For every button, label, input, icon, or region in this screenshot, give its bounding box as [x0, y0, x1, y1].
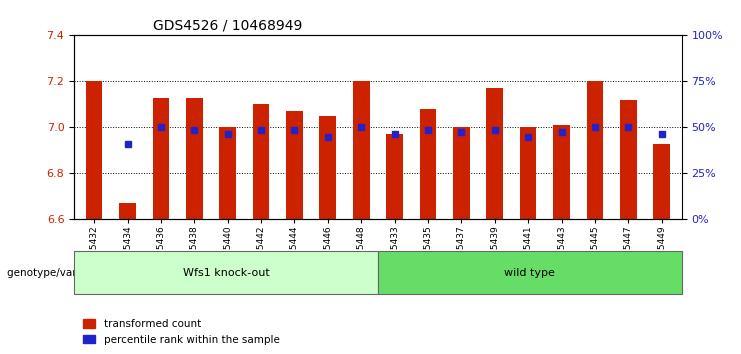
Bar — [386, 135, 403, 219]
Bar — [419, 109, 436, 219]
Text: wild type: wild type — [505, 268, 555, 278]
Bar — [319, 116, 336, 219]
Bar — [86, 81, 102, 219]
Bar — [186, 98, 202, 219]
Text: genotype/variation ▶: genotype/variation ▶ — [7, 268, 118, 278]
Bar — [620, 100, 637, 219]
Bar — [654, 144, 670, 219]
Text: Wfs1 knock-out: Wfs1 knock-out — [182, 268, 270, 278]
Bar — [153, 98, 169, 219]
Text: GDS4526 / 10468949: GDS4526 / 10468949 — [153, 19, 302, 33]
Bar — [554, 125, 570, 219]
Bar — [219, 127, 236, 219]
Bar — [286, 111, 303, 219]
Bar — [353, 81, 370, 219]
Bar — [519, 127, 536, 219]
Bar — [587, 81, 603, 219]
Legend: transformed count, percentile rank within the sample: transformed count, percentile rank withi… — [79, 315, 285, 349]
Bar — [253, 104, 270, 219]
Bar — [486, 88, 503, 219]
Bar — [453, 127, 470, 219]
Bar — [119, 203, 136, 219]
